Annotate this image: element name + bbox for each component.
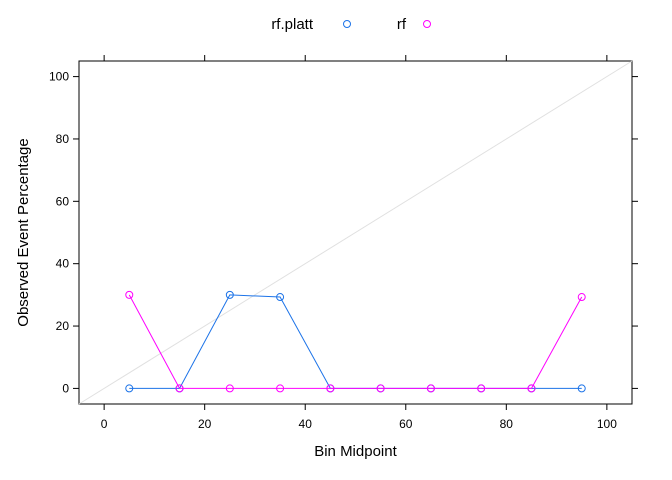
data-point-rf-platt — [125, 384, 134, 393]
data-point-rf — [477, 384, 486, 393]
y-tick-label: 40 — [56, 257, 70, 271]
data-point-rf — [276, 384, 285, 393]
data-point-rf — [326, 384, 335, 393]
y-tick-label: 60 — [56, 194, 70, 208]
x-tick-label: 0 — [101, 417, 108, 431]
legend-label-rf-platt: rf.platt — [271, 16, 314, 33]
series-line-rf-platt — [129, 294, 582, 389]
plot-frame — [78, 60, 633, 405]
x-tick-labels: 0 20 40 60 80 100 — [101, 417, 617, 431]
x-tick-label: 80 — [500, 417, 514, 431]
data-point-rf-platt — [577, 384, 586, 393]
reference-diagonal-line — [78, 60, 633, 405]
legend: rf.platt rf — [271, 16, 431, 33]
legend-label-rf: rf — [397, 16, 407, 33]
y-axis-title: Observed Event Percentage — [15, 138, 32, 326]
y-tick-label: 0 — [62, 381, 69, 395]
series-line-rf — [128, 294, 583, 389]
data-point-rf — [125, 290, 134, 299]
data-point-rf — [175, 384, 184, 393]
data-point-rf-platt — [225, 290, 234, 299]
y-tick-label: 80 — [56, 132, 70, 146]
data-point-rf — [577, 293, 586, 302]
x-tick-label: 20 — [198, 417, 212, 431]
y-tick-label: 100 — [49, 70, 69, 84]
x-tick-label: 60 — [399, 417, 413, 431]
axis-ticks — [73, 55, 638, 410]
x-axis-title: Bin Midpoint — [314, 443, 397, 460]
data-point-rf-platt — [276, 293, 285, 302]
data-point-rf — [426, 384, 435, 393]
data-point-rf — [225, 384, 234, 393]
y-tick-labels: 0 20 40 60 80 100 — [49, 70, 69, 396]
legend-marker-rf-platt — [343, 20, 351, 28]
x-tick-label: 100 — [597, 417, 617, 431]
x-tick-label: 40 — [299, 417, 313, 431]
legend-marker-rf — [423, 20, 431, 28]
data-point-rf — [527, 384, 536, 393]
data-series — [125, 290, 586, 393]
data-point-rf — [376, 384, 385, 393]
y-tick-label: 20 — [56, 319, 70, 333]
